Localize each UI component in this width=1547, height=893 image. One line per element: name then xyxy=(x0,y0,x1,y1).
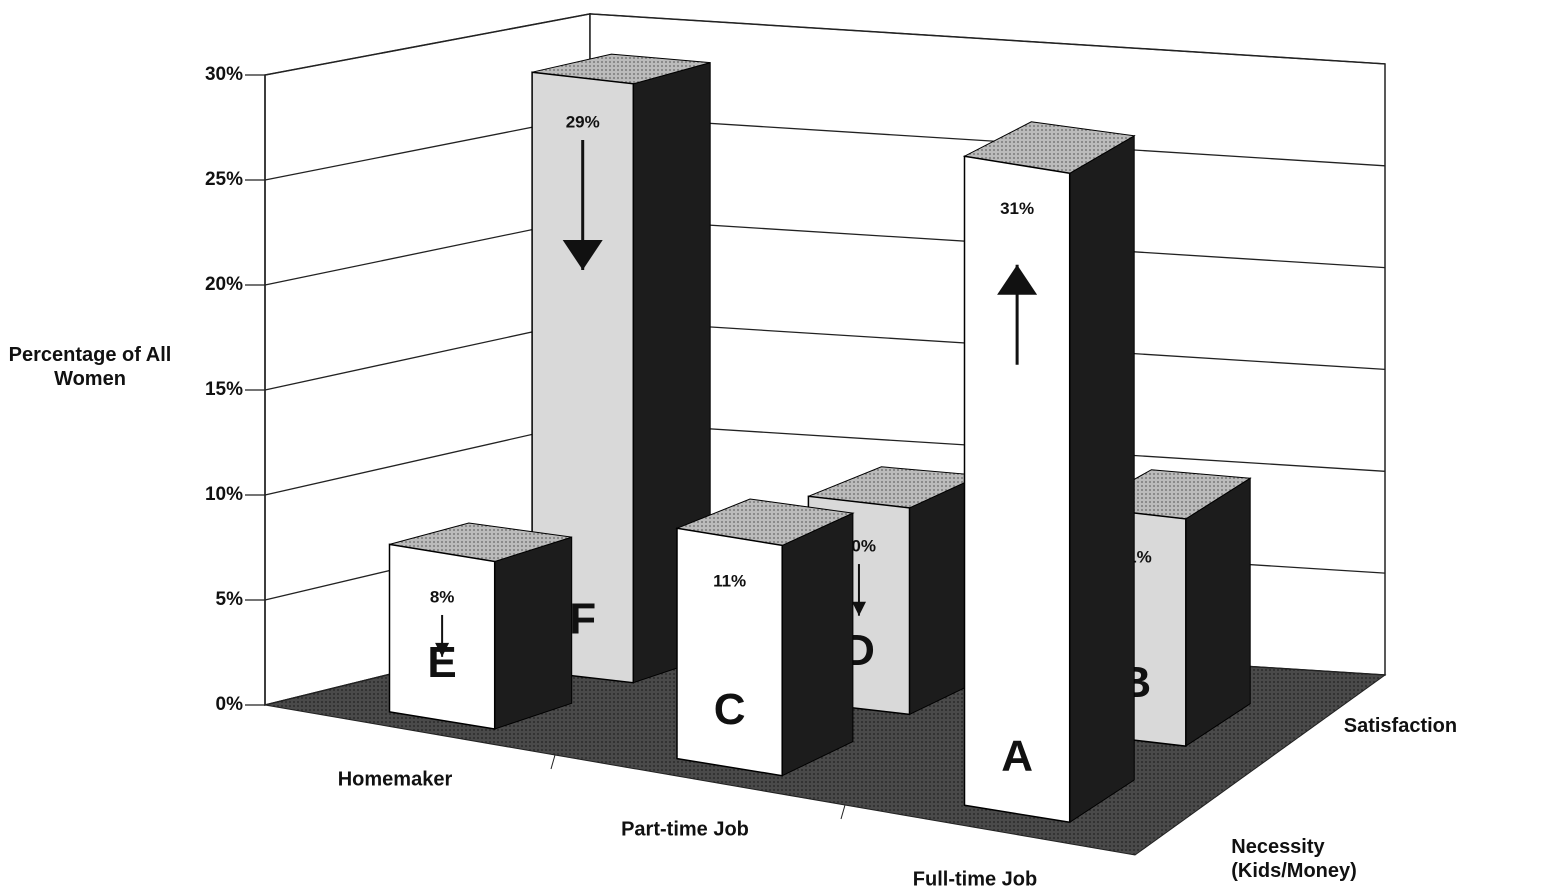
y-tick-label: 30% xyxy=(205,64,243,85)
x-tick xyxy=(840,804,846,820)
x-tick-label: Part-time Job xyxy=(621,818,749,840)
y-tick-label: 0% xyxy=(216,694,244,715)
y-tick-label: 5% xyxy=(216,589,244,610)
x-tick-label: Full-time Job xyxy=(913,868,1037,890)
value-label: 8% xyxy=(430,587,455,606)
bar-side xyxy=(1069,134,1135,824)
y-tick-label: 25% xyxy=(205,169,243,190)
arrow-head xyxy=(562,240,603,270)
bar-letter: C xyxy=(714,685,746,734)
value-label: 11% xyxy=(713,571,746,590)
arrow-head xyxy=(997,264,1038,295)
legend-label: Necessity (Kids/Money) xyxy=(1231,835,1357,882)
value-label: 29% xyxy=(566,112,600,131)
bar-letter: A xyxy=(1001,731,1033,780)
x-tick-label: Homemaker xyxy=(338,768,453,790)
bar-side xyxy=(1185,477,1251,748)
y-axis-label: Percentage of All Women xyxy=(8,344,172,390)
x-tick xyxy=(550,754,556,770)
arrow-head xyxy=(435,642,450,657)
y-tick-label: 10% xyxy=(205,484,243,505)
bar xyxy=(531,71,635,684)
y-tick-label: 20% xyxy=(205,274,243,295)
bar-side xyxy=(494,536,573,730)
bar xyxy=(676,527,783,777)
arrow-head xyxy=(852,601,866,616)
bar-letter: F xyxy=(569,595,596,644)
y-tick-label: 15% xyxy=(205,379,243,400)
legend-label: Satisfaction xyxy=(1343,714,1458,737)
grid-line xyxy=(264,13,1386,76)
bar-side xyxy=(781,512,854,777)
value-label: 31% xyxy=(1000,199,1034,218)
bar xyxy=(963,155,1071,824)
